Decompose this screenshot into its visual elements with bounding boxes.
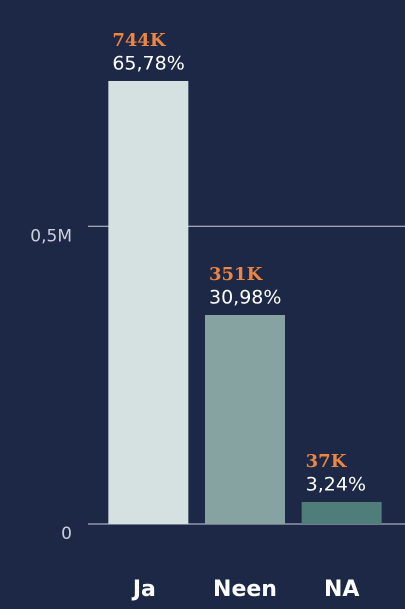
- value-label: 351K: [209, 264, 264, 285]
- share-label: 65,78%: [112, 52, 184, 74]
- x-tick-label: NA: [324, 577, 359, 602]
- bar: [108, 80, 189, 525]
- y-tick-label: 0: [61, 524, 72, 544]
- y-tick-label: 0,5M: [30, 226, 72, 246]
- bar: [205, 314, 285, 524]
- value-label: 744K: [112, 30, 167, 51]
- x-tick-label: Neen: [213, 577, 277, 602]
- x-tick-label: Ja: [131, 577, 156, 602]
- value-label: 37K: [306, 451, 348, 472]
- bar: [301, 501, 382, 524]
- share-label: 30,98%: [209, 286, 281, 308]
- share-label: 3,24%: [306, 473, 366, 495]
